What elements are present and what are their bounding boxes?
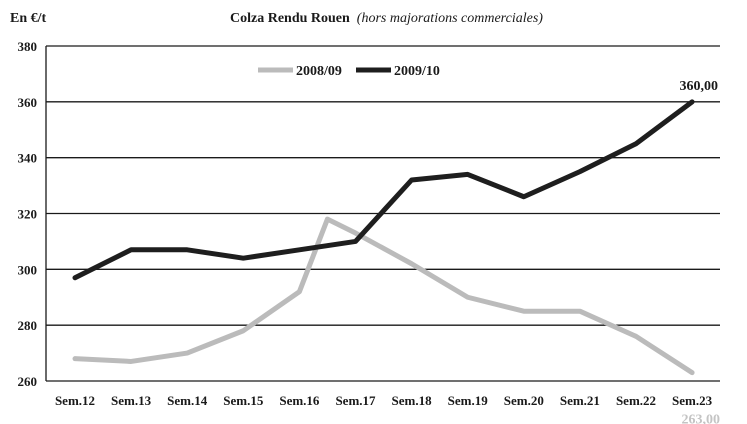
y-axis-ticks: 260 280 300 320 340 360 380: [18, 39, 38, 389]
chart-subtitle: (hors majorations commerciales): [357, 11, 543, 26]
x-axis-ticks: Sem.12 Sem.13 Sem.14 Sem.15 Sem.16 Sem.17 Sem.…: [55, 393, 713, 408]
chart-title: Colza Rendu Rouen (hors majorations comme…: [230, 11, 543, 26]
y-tick-label: 260: [18, 374, 38, 389]
series-line: [72, 99, 695, 281]
x-tick-label: Sem.15: [223, 393, 264, 408]
x-tick-label: Sem.23: [672, 393, 713, 408]
x-tick-label: Sem.19: [448, 393, 489, 408]
legend-label: 2008/09: [296, 64, 342, 79]
series-line: [72, 216, 695, 376]
x-tick-label: Sem.22: [616, 393, 656, 408]
x-tick-label: Sem.20: [504, 393, 544, 408]
y-tick-label: 320: [18, 207, 38, 222]
end-value-label: 360,00: [680, 79, 719, 94]
series-lines: [72, 99, 695, 376]
y-tick-label: 380: [18, 39, 38, 54]
y-tick-label: 300: [18, 262, 38, 277]
gridlines: [45, 45, 720, 382]
x-tick-label: Sem.18: [392, 393, 433, 408]
x-tick-label: Sem.17: [335, 393, 376, 408]
y-tick-label: 360: [18, 95, 38, 110]
y-tick-label: 280: [18, 318, 38, 333]
x-tick-label: Sem.21: [560, 393, 600, 408]
legend-label: 2009/10: [394, 64, 440, 79]
y-tick-label: 340: [18, 151, 38, 166]
legend: 2008/09 2009/10: [258, 64, 440, 79]
y-axis-unit-label: En €/t: [10, 11, 47, 26]
end-value-label: 263,00: [682, 413, 721, 424]
x-tick-label: Sem.14: [167, 393, 208, 408]
end-labels: 263,00 360,00: [680, 79, 721, 424]
x-tick-label: Sem.16: [279, 393, 320, 408]
chart-title-main: Colza Rendu Rouen: [230, 11, 350, 26]
x-tick-label: Sem.13: [111, 393, 152, 408]
x-tick-label: Sem.12: [55, 393, 95, 408]
